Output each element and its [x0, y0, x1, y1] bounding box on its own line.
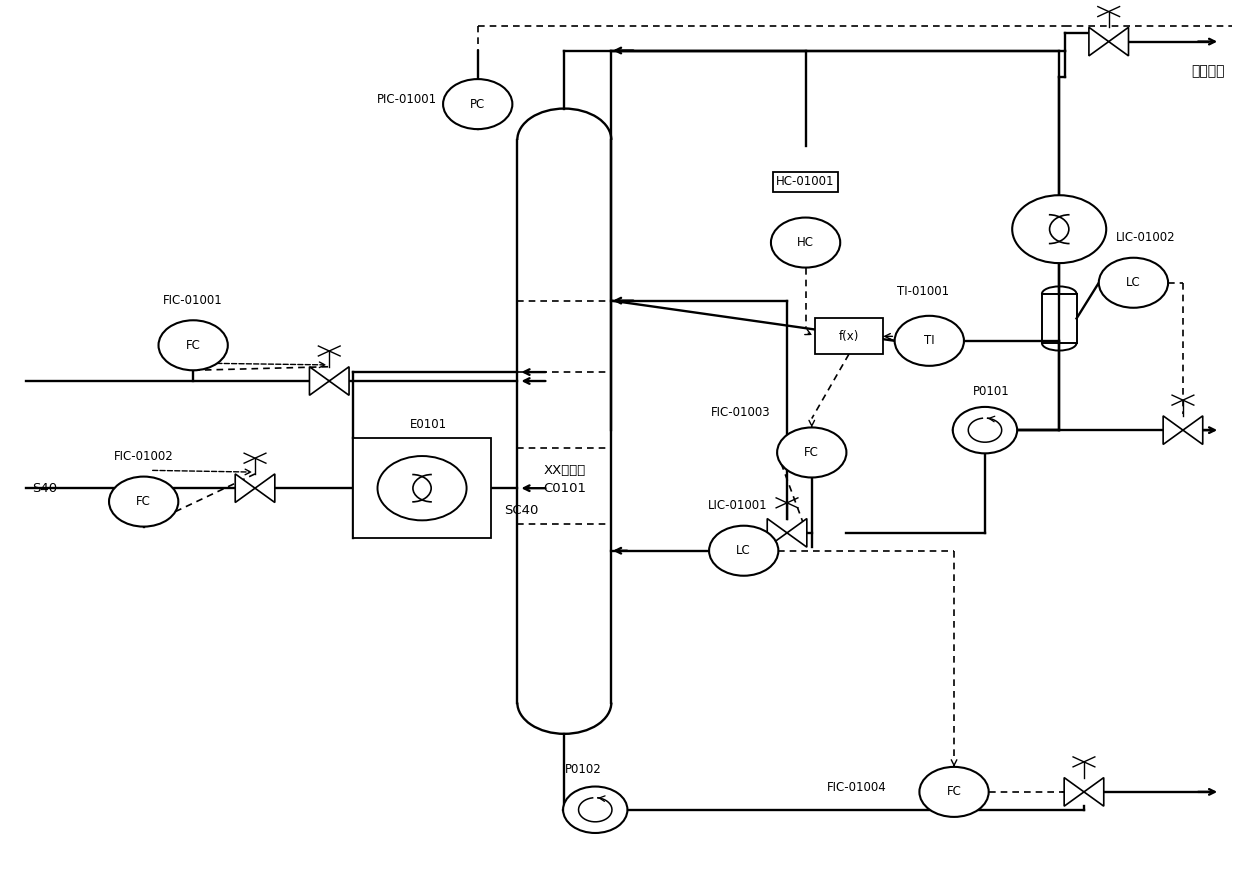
Polygon shape	[310, 366, 330, 395]
Polygon shape	[1109, 27, 1128, 56]
Circle shape	[1099, 258, 1168, 307]
Text: LIC-01001: LIC-01001	[708, 499, 768, 513]
Text: TI: TI	[924, 334, 935, 348]
Polygon shape	[1084, 778, 1104, 806]
Text: FC: FC	[805, 446, 820, 459]
Text: f(x): f(x)	[838, 330, 859, 343]
Circle shape	[377, 456, 466, 521]
Text: FIC-01004: FIC-01004	[827, 781, 887, 794]
Text: FIC-01001: FIC-01001	[164, 294, 223, 306]
Text: HC-01001: HC-01001	[776, 176, 835, 188]
Text: P0101: P0101	[973, 385, 1009, 398]
Text: PC: PC	[470, 98, 485, 110]
Text: TI-01001: TI-01001	[897, 285, 949, 298]
Circle shape	[1012, 195, 1106, 263]
Text: XX产品塔
C0101: XX产品塔 C0101	[543, 464, 585, 495]
Circle shape	[919, 767, 988, 817]
Circle shape	[777, 427, 847, 478]
Text: P0102: P0102	[564, 762, 601, 776]
Polygon shape	[1183, 416, 1203, 444]
Text: FC: FC	[186, 339, 201, 352]
Polygon shape	[1089, 27, 1109, 56]
Polygon shape	[255, 474, 275, 503]
Text: FC: FC	[946, 786, 961, 798]
Text: HC: HC	[797, 236, 815, 249]
Circle shape	[109, 477, 179, 527]
Circle shape	[952, 407, 1017, 453]
Polygon shape	[1163, 416, 1183, 444]
Circle shape	[895, 315, 963, 366]
Circle shape	[443, 79, 512, 129]
Text: PIC-01001: PIC-01001	[377, 93, 436, 106]
FancyBboxPatch shape	[815, 318, 883, 354]
Text: FIC-01003: FIC-01003	[712, 406, 771, 418]
Polygon shape	[1064, 778, 1084, 806]
Polygon shape	[787, 519, 807, 547]
Polygon shape	[330, 366, 348, 395]
Polygon shape	[236, 474, 255, 503]
Text: FC: FC	[136, 495, 151, 508]
Circle shape	[159, 320, 228, 370]
Circle shape	[563, 787, 627, 833]
Text: S40: S40	[32, 482, 57, 495]
Text: LC: LC	[1126, 276, 1141, 289]
Text: FIC-01002: FIC-01002	[114, 450, 174, 463]
Text: LIC-01002: LIC-01002	[1116, 231, 1176, 245]
Text: 真空系统: 真空系统	[1190, 64, 1224, 78]
Circle shape	[709, 526, 779, 576]
Circle shape	[771, 218, 841, 268]
Text: LC: LC	[737, 544, 751, 557]
Text: SC40: SC40	[503, 504, 538, 517]
Polygon shape	[768, 519, 787, 547]
Text: E0101: E0101	[409, 418, 446, 431]
Bar	[352, 438, 491, 538]
